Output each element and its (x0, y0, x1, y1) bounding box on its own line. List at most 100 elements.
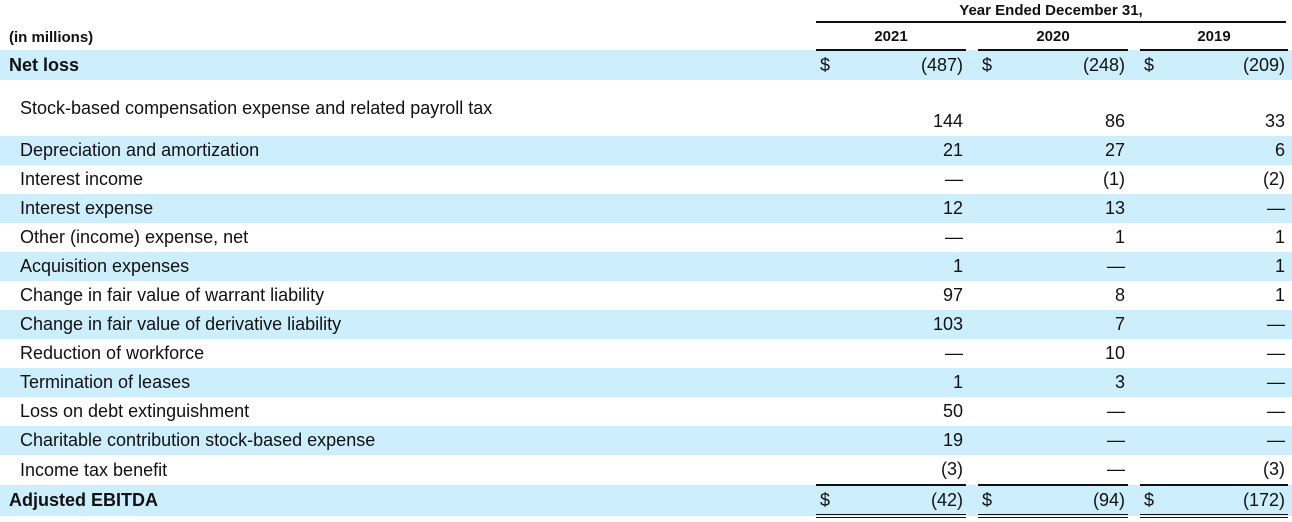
row-label: Reduction of workforce (20, 343, 205, 363)
value: 1 (1274, 285, 1285, 305)
value-cell: — (1140, 368, 1288, 397)
value: 103 (932, 314, 963, 334)
value: (172) (1242, 489, 1285, 510)
table-row: Other (income) expense, net — 1 1 (0, 223, 1292, 252)
value-cell: — (1140, 397, 1288, 426)
value-cell: $ (94) (978, 484, 1128, 518)
value: (3) (1263, 459, 1285, 479)
table-row: Reduction of workforce — 10 — (0, 339, 1292, 368)
value-cell: 21 (816, 136, 966, 165)
value-cell: 33 (1140, 80, 1288, 136)
value-cell: (1) (978, 165, 1128, 194)
value-cell: 144 (816, 80, 966, 136)
value: 13 (1104, 198, 1125, 218)
period-heading: Year Ended December 31, (959, 2, 1143, 19)
table-row: Interest income — (1) (2) (0, 165, 1292, 194)
value-cell: — (816, 165, 966, 194)
value-cell: 10 (978, 339, 1128, 368)
year-header: 2019 (1140, 24, 1288, 51)
year-header: 2020 (978, 24, 1128, 51)
row-label: Interest expense (0, 194, 816, 223)
value: 144 (932, 111, 963, 131)
value-cell: 6 (1140, 136, 1288, 165)
currency-symbol: $ (982, 489, 993, 510)
row-label: Change in fair value of derivative liabi… (0, 310, 816, 339)
row-label: Termination of leases (0, 368, 816, 397)
table-row: Charitable contribution stock-based expe… (0, 426, 1292, 455)
value-cell: 27 (978, 136, 1128, 165)
currency-symbol: $ (1144, 489, 1155, 510)
value: 1 (952, 256, 963, 276)
value-cell: 1 (1140, 252, 1288, 281)
value: (487) (920, 55, 963, 75)
row-label: Net loss (0, 50, 816, 80)
value: 8 (1114, 285, 1125, 305)
value: (248) (1082, 55, 1125, 75)
value-cell: $ (487) (816, 50, 966, 80)
value-cell: $ (248) (978, 50, 1128, 80)
value-cell: 8 (978, 281, 1128, 310)
value: — (945, 169, 963, 189)
value: 50 (942, 401, 963, 421)
value-cell: — (816, 223, 966, 252)
row-label: Loss on debt extinguishment (20, 401, 250, 421)
value: 1 (1274, 256, 1285, 276)
value-cell: 3 (978, 368, 1128, 397)
value: 6 (1274, 140, 1285, 160)
table-row: Income tax benefit (3) — (3) (0, 455, 1292, 485)
value-cell: — (1140, 426, 1288, 455)
value-cell: 1 (816, 252, 966, 281)
value: (1) (1103, 169, 1125, 189)
value: 97 (942, 285, 963, 305)
value-cell: (3) (816, 455, 966, 485)
value-cell: (3) (1140, 455, 1288, 485)
value: 1 (1274, 227, 1285, 247)
value-cell: 7 (978, 310, 1128, 339)
value: (209) (1242, 55, 1285, 75)
value-cell: 12 (816, 194, 966, 223)
value-cell: 1 (1140, 281, 1288, 310)
row-label: Adjusted EBITDA (0, 485, 816, 516)
value: — (1267, 430, 1285, 450)
table-row: Depreciation and amortization 21 27 6 (0, 136, 1292, 165)
value: — (1267, 343, 1285, 363)
row-label: Change in fair value of warrant liabilit… (20, 285, 325, 305)
row-label: Interest income (20, 169, 144, 189)
value: 1 (952, 372, 963, 392)
value: — (1107, 459, 1125, 479)
year-header: 2021 (816, 24, 966, 51)
value-cell: $ (172) (1140, 484, 1288, 518)
value: 86 (1104, 111, 1125, 131)
units-label: (in millions) (9, 28, 94, 46)
table-row: Loss on debt extinguishment 50 — — (0, 397, 1292, 426)
value-cell: 103 (816, 310, 966, 339)
value-cell: — (1140, 310, 1288, 339)
value-cell: (2) (1140, 165, 1288, 194)
value: — (945, 227, 963, 247)
table-row: Acquisition expenses 1 — 1 (0, 252, 1292, 281)
value: — (945, 343, 963, 363)
value: — (1267, 401, 1285, 421)
currency-symbol: $ (982, 55, 993, 75)
currency-symbol: $ (820, 55, 831, 75)
value-cell: 1 (1140, 223, 1288, 252)
value-cell: — (816, 339, 966, 368)
value-cell: — (978, 252, 1128, 281)
value: — (1107, 401, 1125, 421)
row-label: Other (income) expense, net (20, 227, 249, 247)
currency-symbol: $ (1144, 55, 1155, 75)
value: — (1107, 256, 1125, 276)
value: (94) (1092, 489, 1125, 510)
value-cell: 86 (978, 80, 1128, 136)
value-cell: $ (42) (816, 484, 966, 518)
period-rule (816, 21, 1286, 23)
value: (3) (941, 459, 963, 479)
value: — (1107, 430, 1125, 450)
table-row: Change in fair value of warrant liabilit… (0, 281, 1292, 310)
value-cell: 13 (978, 194, 1128, 223)
value: 12 (942, 198, 963, 218)
table-row: Net loss $ (487) $ (248) $ (209) (0, 50, 1292, 80)
row-label: Depreciation and amortization (0, 136, 816, 165)
row-label: Charitable contribution stock-based expe… (0, 426, 816, 455)
row-label: Acquisition expenses (0, 252, 816, 281)
